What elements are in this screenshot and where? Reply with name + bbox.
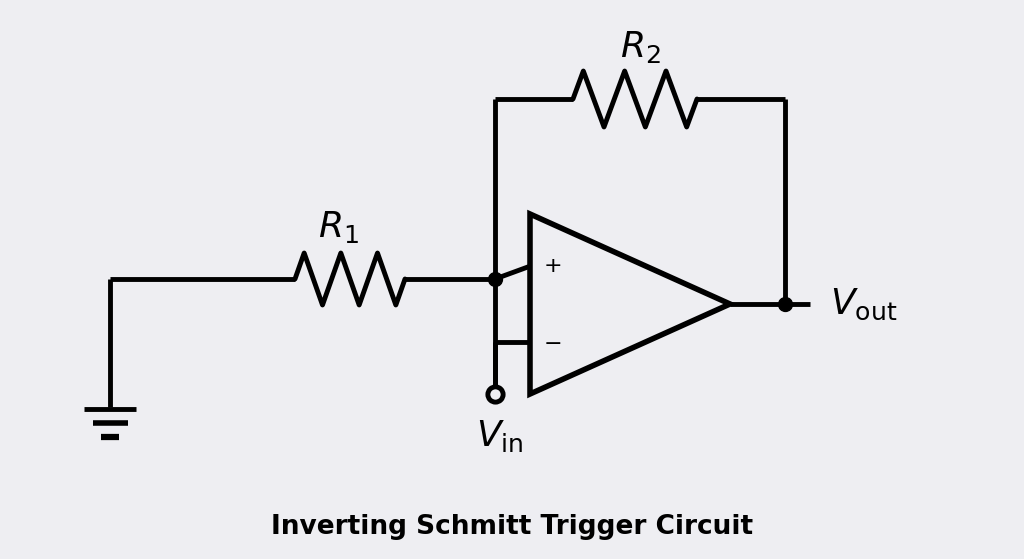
Text: $\mathit{R}_1$: $\mathit{R}_1$ — [317, 209, 358, 245]
Text: $\mathit{V}_{\mathrm{in}}$: $\mathit{V}_{\mathrm{in}}$ — [476, 418, 523, 454]
Text: $+$: $+$ — [543, 256, 561, 276]
Text: $\mathit{V}_{\mathrm{out}}$: $\mathit{V}_{\mathrm{out}}$ — [830, 286, 897, 321]
Text: Inverting Schmitt Trigger Circuit: Inverting Schmitt Trigger Circuit — [271, 514, 753, 540]
Text: $-$: $-$ — [543, 332, 561, 352]
Text: $\mathit{R}_2$: $\mathit{R}_2$ — [620, 29, 660, 65]
